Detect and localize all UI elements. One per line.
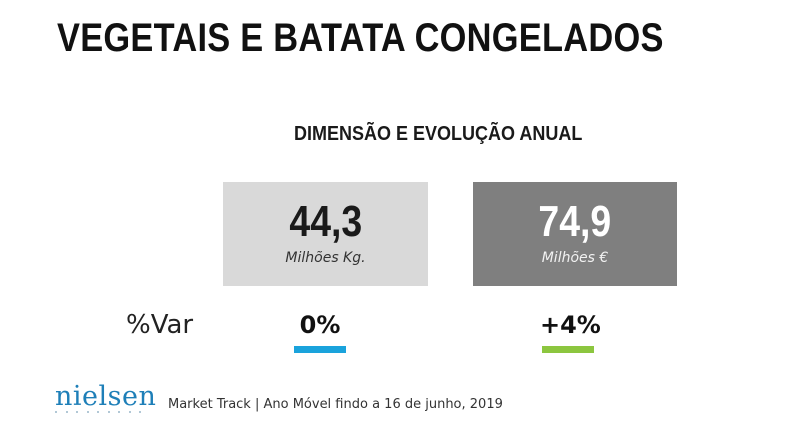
kpi-volume-value: 44,3 [289,197,362,246]
kpi-value-value: 74,9 [538,197,612,246]
kpi-volume-box: 44,3 Milhões Kg. [223,182,428,286]
footer-source: Market Track | Ano Móvel findo a 16 de j… [168,397,503,412]
var-label: %Var [126,310,194,340]
nielsen-logo: nielsen [55,381,157,412]
kpi-value-var-bar [542,346,594,353]
kpi-volume-var: 0% [299,311,341,339]
kpi-value-var: +4% [540,311,601,339]
kpi-value-unit: Milhões € [541,250,609,266]
kpi-volume-unit: Milhões Kg. [285,250,366,266]
page-title: VEGETAIS E BATATA CONGELADOS [57,16,664,60]
kpi-volume-var-bar [294,346,346,353]
section-subtitle: DIMENSÃO E EVOLUÇÃO ANUAL [294,123,583,145]
logo-dots [55,411,141,415]
kpi-value-box: 74,9 Milhões € [473,182,677,286]
